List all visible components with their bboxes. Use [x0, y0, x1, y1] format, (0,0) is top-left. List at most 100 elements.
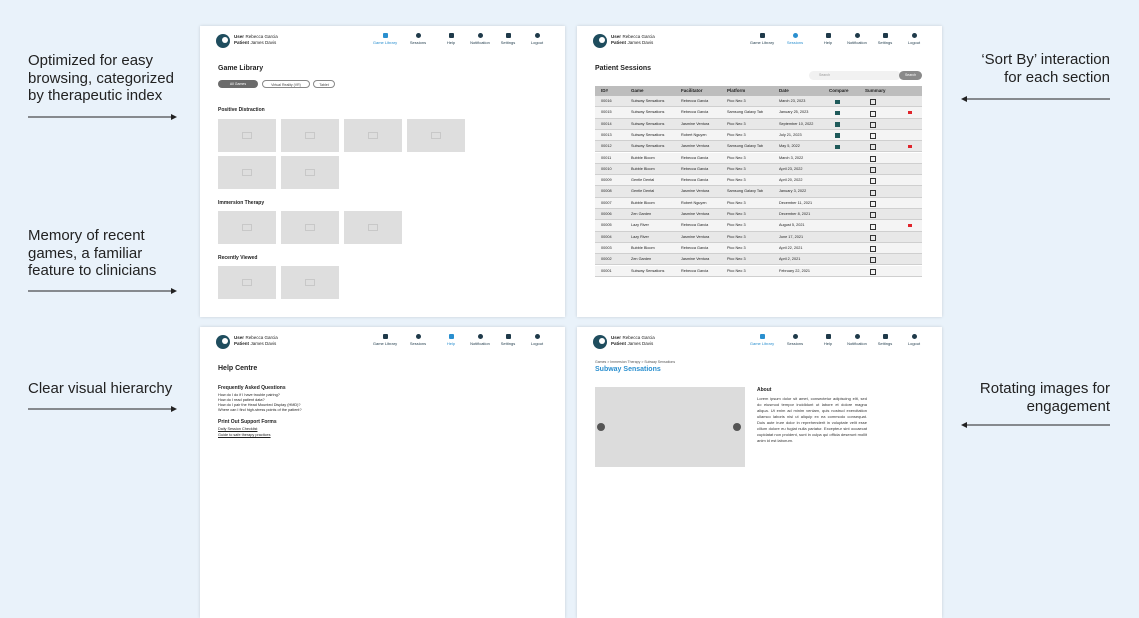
nav-label[interactable]: Game Library	[749, 341, 775, 346]
form-link[interactable]: Guide to safe therapy practices	[218, 433, 271, 437]
nav-label[interactable]: Logout	[530, 341, 544, 346]
cell: 00006	[601, 212, 612, 216]
nav-item[interactable]: Notification	[460, 334, 500, 346]
nav-label[interactable]: Game Library	[372, 341, 398, 346]
faq-item[interactable]: How do I read patient data?	[218, 398, 265, 402]
nav-item[interactable]: Notification	[837, 33, 877, 45]
nav-label[interactable]: Logout	[907, 40, 921, 45]
compare-checkbox[interactable]	[835, 133, 840, 138]
summary-icon[interactable]	[870, 99, 876, 106]
carousel-arrow[interactable]	[597, 423, 605, 431]
nav-item[interactable]: Help	[808, 334, 848, 346]
nav-item[interactable]: Settings	[865, 334, 905, 346]
compare-checkbox[interactable]	[835, 110, 840, 116]
summary-icon[interactable]	[870, 246, 876, 253]
nav-label[interactable]: Settings	[877, 40, 893, 45]
nav-item[interactable]: Game Library	[742, 33, 782, 45]
nav-icon	[415, 33, 421, 38]
summary-icon[interactable]	[870, 223, 876, 230]
nav-label[interactable]: Game Library	[372, 40, 398, 45]
column-header[interactable]: Compare	[829, 88, 849, 93]
nav-label[interactable]: Settings	[500, 341, 516, 346]
cell: 00012	[601, 144, 612, 149]
compare-checkbox[interactable]	[835, 144, 840, 150]
form-link[interactable]: Daily Session Checklist	[218, 427, 258, 431]
nav-label[interactable]: Help	[446, 40, 456, 45]
summary-icon[interactable]	[870, 234, 876, 241]
user-line: User Rebecca Garcia	[611, 34, 655, 40]
faq-item[interactable]: Where can I find high-stress points of t…	[218, 408, 302, 412]
image-icon	[242, 132, 252, 139]
summary-icon[interactable]	[870, 110, 876, 117]
column-header[interactable]: Platform	[727, 88, 746, 93]
nav-item[interactable]: Settings	[488, 33, 528, 45]
summary-icon[interactable]	[870, 189, 876, 196]
filter-pill[interactable]: Tablet	[313, 80, 335, 88]
faq-item[interactable]: How do I do if I have trouble pairing?	[218, 393, 280, 397]
nav-label[interactable]: Sessions	[786, 40, 804, 45]
summary-icon[interactable]	[870, 144, 876, 151]
nav-label[interactable]: Logout	[530, 40, 544, 45]
faq-item[interactable]: How do I pair the Head Mounted Display (…	[218, 403, 301, 407]
column-header[interactable]: Game	[631, 88, 644, 93]
image-icon	[431, 132, 441, 139]
nav-item[interactable]: Help	[431, 334, 471, 346]
nav-icon	[505, 334, 511, 339]
nav-label[interactable]: Help	[823, 40, 833, 45]
carousel-arrow[interactable]	[733, 423, 741, 431]
nav-item[interactable]: Notification	[837, 334, 877, 346]
nav-item[interactable]: Sessions	[398, 33, 438, 45]
search-button[interactable]: Search	[899, 71, 922, 80]
filter-pill[interactable]: Virtual Reality (VR)	[262, 80, 310, 88]
nav-label[interactable]: Notification	[847, 40, 867, 45]
nav-label[interactable]: Notification	[847, 341, 867, 346]
summary-icon[interactable]	[870, 257, 876, 264]
summary-icon[interactable]	[870, 121, 876, 128]
nav-label[interactable]: Settings	[500, 40, 516, 45]
column-header[interactable]: Date	[779, 88, 789, 93]
summary-icon[interactable]	[870, 212, 876, 219]
nav-label[interactable]: Sessions	[409, 40, 427, 45]
summary-icon[interactable]	[870, 133, 876, 140]
nav-label[interactable]: Help	[446, 341, 456, 346]
cell: Bubble Bloom	[631, 200, 655, 205]
nav-item[interactable]: Logout	[894, 334, 934, 346]
nav-item[interactable]: Help	[431, 33, 471, 45]
cell: 00013	[601, 132, 612, 137]
summary-icon[interactable]	[870, 178, 876, 185]
column-header[interactable]: Summary	[865, 88, 886, 93]
summary-icon[interactable]	[870, 268, 876, 275]
compare-checkbox[interactable]	[835, 99, 840, 104]
column-header[interactable]: Facilitator	[681, 88, 703, 93]
nav-item[interactable]: Logout	[517, 33, 557, 45]
nav-item[interactable]: Sessions	[775, 33, 815, 45]
filter-pill[interactable]: All Games	[218, 80, 258, 88]
nav-item[interactable]: Settings	[488, 334, 528, 346]
summary-icon[interactable]	[870, 167, 876, 174]
cell: Pico Neo 3	[727, 132, 746, 137]
nav-item[interactable]: Game Library	[742, 334, 782, 346]
nav-item[interactable]: Logout	[894, 33, 934, 45]
nav-item[interactable]: Logout	[517, 334, 557, 346]
nav-item[interactable]: Game Library	[365, 334, 405, 346]
nav-label[interactable]: Logout	[907, 341, 921, 346]
nav-item[interactable]: Sessions	[398, 334, 438, 346]
search-box[interactable]: Search	[809, 71, 901, 80]
summary-icon[interactable]	[870, 200, 876, 207]
compare-checkbox[interactable]	[835, 122, 840, 127]
nav-item[interactable]: Help	[808, 33, 848, 45]
nav-label[interactable]: Sessions	[786, 341, 804, 346]
nav-item[interactable]: Game Library	[365, 33, 405, 45]
nav-label[interactable]: Settings	[877, 341, 893, 346]
nav-item[interactable]: Notification	[460, 33, 500, 45]
nav-label[interactable]: Help	[823, 341, 833, 346]
column-header[interactable]: ID#	[601, 88, 609, 93]
nav-label[interactable]: Notification	[470, 341, 490, 346]
nav-label[interactable]: Sessions	[409, 341, 427, 346]
user-name: Rebecca Garcia	[245, 335, 278, 340]
nav-item[interactable]: Settings	[865, 33, 905, 45]
nav-label[interactable]: Game Library	[749, 40, 775, 45]
nav-label[interactable]: Notification	[470, 40, 490, 45]
summary-icon[interactable]	[870, 155, 876, 162]
nav-item[interactable]: Sessions	[775, 334, 815, 346]
